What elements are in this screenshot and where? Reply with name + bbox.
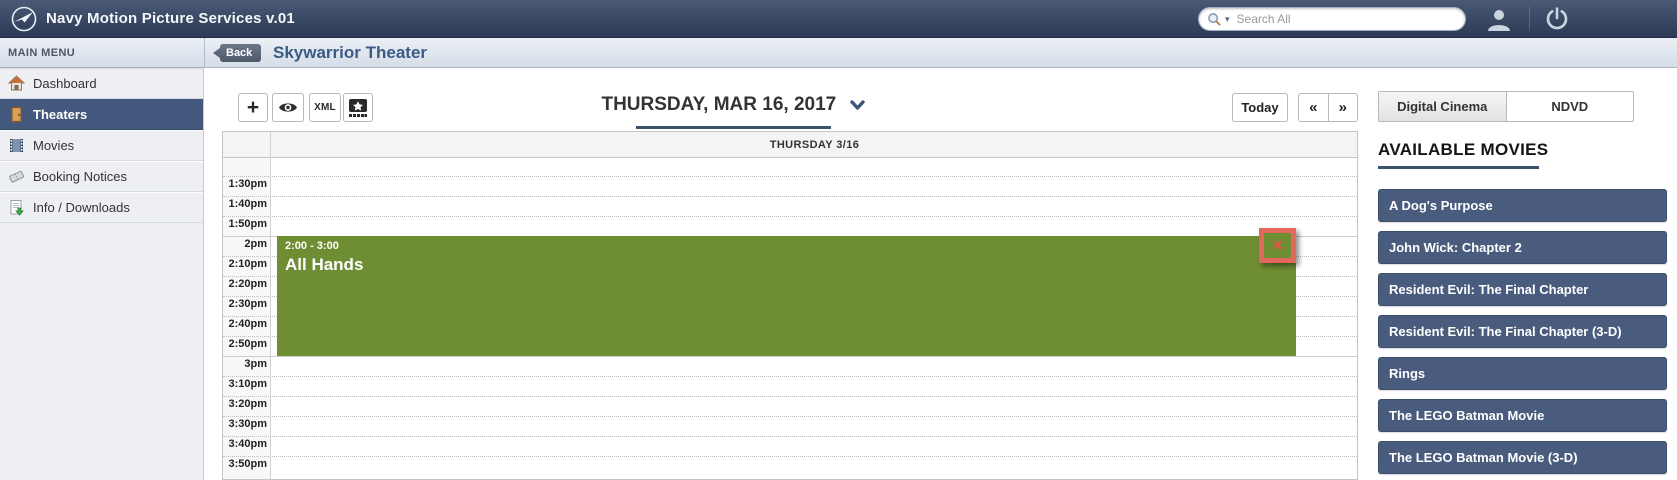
time-slot-label: 1:30pm bbox=[228, 178, 267, 190]
calendar-row[interactable]: 1:30pm bbox=[223, 176, 1357, 196]
time-slot-label: 3:10pm bbox=[228, 378, 267, 390]
movie-screen-button[interactable] bbox=[343, 93, 373, 122]
time-slot-label: 1:40pm bbox=[228, 198, 267, 210]
calendar-row[interactable]: 3pm bbox=[223, 356, 1357, 376]
calendar-day-header: THURSDAY 3/16 bbox=[223, 132, 1357, 158]
today-button[interactable]: Today bbox=[1232, 93, 1288, 122]
time-slot-label: 3:30pm bbox=[228, 418, 267, 430]
time-slot-label: 3:20pm bbox=[228, 398, 267, 410]
sidebar-item-label: Dashboard bbox=[33, 76, 97, 91]
add-event-button[interactable]: + bbox=[238, 93, 268, 122]
movie-item[interactable]: The LEGO Batman Movie bbox=[1378, 399, 1667, 432]
user-account-icon[interactable] bbox=[1486, 8, 1512, 31]
movie-screen-icon bbox=[349, 98, 367, 117]
time-slot-label: 2:30pm bbox=[228, 298, 267, 310]
media-type-tabs: Digital Cinema NDVD bbox=[1378, 91, 1634, 122]
time-slot-label: 2:40pm bbox=[228, 318, 267, 330]
xml-export-button[interactable]: XML bbox=[309, 93, 341, 122]
movie-item[interactable]: A Dog's Purpose bbox=[1378, 189, 1667, 222]
sidebar-item-info-downloads[interactable]: Info / Downloads bbox=[0, 192, 203, 223]
time-slot-label: 2pm bbox=[244, 238, 267, 250]
time-column bbox=[223, 158, 271, 479]
chevron-down-icon bbox=[849, 100, 865, 110]
home-icon bbox=[7, 75, 26, 92]
calendar-body: 1:30pm 1:40pm 1:50pm 2pm 2:10pm 2:20pm 2:30pm 2… bbox=[223, 158, 1357, 479]
time-slot-label: 2:10pm bbox=[228, 258, 267, 270]
calendar-row[interactable]: 3:50pm bbox=[223, 456, 1357, 476]
sidebar-item-label: Theaters bbox=[33, 107, 88, 122]
movie-item[interactable]: Resident Evil: The Final Chapter bbox=[1378, 273, 1667, 306]
download-document-icon bbox=[8, 199, 25, 216]
calendar-row[interactable]: 3:20pm bbox=[223, 396, 1357, 416]
time-slot-label: 3:50pm bbox=[228, 458, 267, 470]
calendar-grid: THURSDAY 3/16 1:30pm 1:40pm 1:50pm 2pm 2:10p… bbox=[222, 131, 1358, 480]
search-icon[interactable] bbox=[1207, 12, 1222, 27]
event-delete-button[interactable]: ✕ bbox=[1259, 228, 1296, 263]
door-icon bbox=[8, 106, 25, 123]
event-time-range: 2:00 - 3:00 bbox=[285, 240, 339, 252]
event-title: All Hands bbox=[285, 255, 364, 274]
sidebar-item-label: Movies bbox=[33, 138, 75, 153]
movie-item[interactable]: Rings bbox=[1378, 357, 1667, 390]
plus-icon: + bbox=[246, 95, 260, 119]
date-title: THURSDAY, MAR 16, 2017 bbox=[601, 94, 837, 115]
time-column-header bbox=[223, 132, 271, 158]
movie-item[interactable]: John Wick: Chapter 2 bbox=[1378, 231, 1667, 264]
date-underline bbox=[636, 126, 831, 129]
app-logo-icon bbox=[11, 6, 37, 32]
calendar-row[interactable]: 3:40pm bbox=[223, 436, 1357, 456]
sidebar-item-movies[interactable]: Movies bbox=[0, 130, 203, 161]
sidebar-menu: Dashboard Theaters Movies Booking Notices In… bbox=[0, 68, 204, 480]
page-title: Skywarrior Theater bbox=[273, 43, 428, 62]
global-search: ▾ bbox=[1198, 7, 1466, 31]
time-slot-label: 3pm bbox=[244, 358, 267, 370]
logout-power-icon[interactable] bbox=[1544, 6, 1570, 32]
sidebar-item-booking-notices[interactable]: Booking Notices bbox=[0, 161, 203, 192]
main-menu-label: MAIN MENU bbox=[8, 47, 76, 59]
next-day-button[interactable]: » bbox=[1338, 99, 1347, 116]
event-all-hands[interactable]: 2:00 - 3:00 All Hands bbox=[277, 236, 1296, 356]
app-title: Navy Motion Picture Services v.01 bbox=[46, 10, 295, 27]
available-movies-list: A Dog's Purpose John Wick: Chapter 2 Resid… bbox=[1378, 0, 1667, 480]
subheader-bar: MAIN MENU Back Skywarrior Theater bbox=[0, 38, 1677, 68]
movie-item[interactable]: The LEGO Batman Movie (3-D) bbox=[1378, 441, 1667, 474]
search-input[interactable] bbox=[1236, 12, 1465, 26]
available-movies-heading: AVAILABLE MOVIES bbox=[1378, 140, 1549, 159]
calendar-row[interactable]: 1:50pm bbox=[223, 216, 1357, 236]
time-slot-label: 2:50pm bbox=[228, 338, 267, 350]
sidebar-item-theaters[interactable]: Theaters bbox=[0, 99, 203, 130]
subheader-divider bbox=[204, 38, 205, 68]
sidebar-item-label: Booking Notices bbox=[33, 169, 127, 184]
sidebar-item-label: Info / Downloads bbox=[33, 200, 130, 215]
film-icon bbox=[8, 137, 25, 154]
search-scope-caret-icon[interactable]: ▾ bbox=[1225, 13, 1230, 24]
calendar-row[interactable]: 3:10pm bbox=[223, 376, 1357, 396]
available-movies-underline bbox=[1378, 166, 1539, 169]
calendar-row[interactable]: 3:30pm bbox=[223, 416, 1357, 436]
tab-digital-cinema[interactable]: Digital Cinema bbox=[1379, 92, 1507, 121]
sidebar-item-dashboard[interactable]: Dashboard bbox=[0, 68, 203, 99]
calendar-row[interactable] bbox=[223, 158, 1357, 176]
eye-icon bbox=[279, 103, 297, 112]
tab-ndvd[interactable]: NDVD bbox=[1551, 99, 1589, 114]
day-column-header: THURSDAY 3/16 bbox=[769, 139, 860, 151]
view-button[interactable] bbox=[272, 93, 304, 122]
close-icon: ✕ bbox=[1271, 237, 1284, 253]
xml-label: XML bbox=[314, 102, 336, 113]
ticket-icon bbox=[8, 168, 25, 185]
top-navbar: Navy Motion Picture Services v.01 ▾ bbox=[0, 0, 1677, 38]
time-slot-label: 2:20pm bbox=[228, 278, 267, 290]
time-slot-label: 3:40pm bbox=[228, 438, 267, 450]
movie-item[interactable]: Resident Evil: The Final Chapter (3-D) bbox=[1378, 315, 1667, 348]
calendar-row[interactable]: 1:40pm bbox=[223, 196, 1357, 216]
navbar-divider bbox=[1529, 7, 1530, 31]
previous-day-button[interactable]: « bbox=[1299, 94, 1329, 121]
back-button[interactable]: Back bbox=[212, 44, 262, 62]
date-selector-dropdown[interactable]: THURSDAY, MAR 16, 2017 bbox=[600, 94, 866, 116]
date-nav-group: « » bbox=[1298, 93, 1358, 122]
time-slot-label: 1:50pm bbox=[228, 218, 267, 230]
